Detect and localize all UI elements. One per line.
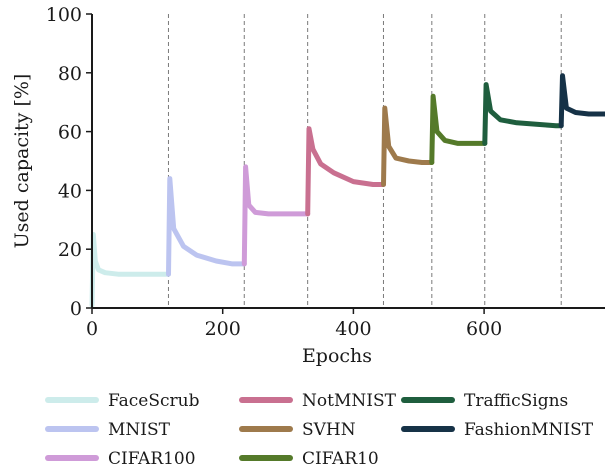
- series-line-fashionmnist: [558, 73, 605, 129]
- series-line-cifar100: [241, 164, 311, 267]
- axes: [91, 14, 605, 309]
- y-tick-label: 80: [58, 63, 82, 85]
- y-tick-label: 100: [46, 4, 82, 26]
- series-line-svhn: [381, 105, 435, 187]
- y-tick-label: 0: [70, 298, 82, 320]
- x-tick-label: 200: [205, 318, 241, 340]
- y-tick-label: 40: [58, 180, 82, 202]
- legend-label: TrafficSigns: [464, 391, 568, 411]
- series-line-facescrub: [89, 232, 171, 308]
- legend-label: CIFAR10: [302, 449, 379, 469]
- legend-label: SVHN: [302, 420, 356, 440]
- series-line-trafficsigns: [482, 82, 564, 146]
- legend-label: CIFAR100: [108, 449, 196, 469]
- series-lines: [89, 73, 605, 308]
- legend: FaceScrub MNIST CIFAR100 NotMNIST SVHN CIFAR1…: [45, 391, 594, 469]
- series-line-mnist: [166, 176, 247, 277]
- legend-label: FashionMNIST: [464, 420, 594, 440]
- x-tick-label: 0: [86, 318, 98, 340]
- ticks: 0 20 40 60 80 100 0 200 400 600: [46, 4, 503, 340]
- series-line-notmnist: [305, 126, 386, 217]
- x-axis-title: Epochs: [302, 345, 372, 367]
- legend-label: NotMNIST: [302, 391, 397, 411]
- x-tick-label: 600: [466, 318, 502, 340]
- legend-label: FaceScrub: [108, 391, 200, 411]
- y-tick-label: 60: [58, 122, 82, 144]
- y-tick-label: 20: [58, 239, 82, 261]
- x-tick-label: 400: [335, 318, 371, 340]
- legend-label: MNIST: [108, 420, 171, 440]
- y-axis-title: Used capacity [%]: [11, 74, 33, 249]
- series-line-cifar10: [429, 93, 488, 165]
